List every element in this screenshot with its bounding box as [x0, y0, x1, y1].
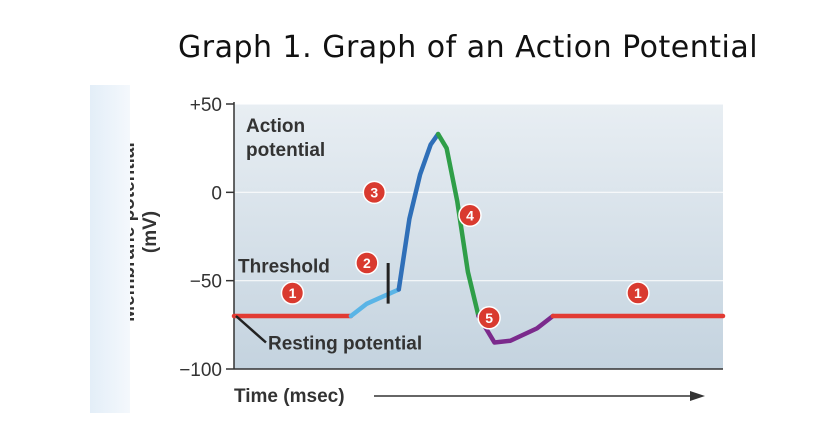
y-tick-label: +50: [190, 95, 222, 116]
phase-badge: [458, 203, 482, 228]
annotations: Action potential Threshold Resting potentia…: [235, 116, 422, 355]
phase-badge-number: 1: [634, 285, 642, 301]
plot-background: [234, 104, 723, 369]
data-lines: [231, 131, 726, 345]
threshold-label: Threshold: [238, 257, 330, 278]
x-axis-label: Time (msec): [234, 386, 345, 407]
phase-badge: [362, 180, 387, 205]
axes: [233, 102, 723, 370]
phase-badge: [355, 251, 379, 275]
y-tick-label: 0: [211, 183, 222, 204]
phase-2-line: [348, 287, 402, 319]
resting-potential-label: Resting potential: [268, 334, 422, 355]
left-decoration: [90, 85, 130, 413]
y-ticks: +50 0 −50 −100: [179, 95, 234, 381]
y-tick-label: −100: [179, 360, 222, 381]
action-potential-label: potential: [246, 140, 325, 161]
phase-badge-number: 2: [363, 255, 371, 271]
phase-badge-number: 1: [289, 285, 297, 301]
phase-badge-number: 3: [370, 184, 378, 200]
phase-3-line: [396, 131, 441, 292]
resting-pointer: [235, 315, 267, 344]
y-tick-label: −50: [190, 272, 222, 293]
phase-badge: [280, 281, 305, 305]
phase-4-line: [435, 131, 481, 319]
phase-badge-number: 5: [485, 310, 493, 326]
x-axis: Time (msec): [234, 386, 705, 407]
x-axis-arrowhead: [690, 391, 705, 401]
action-potential-label: Action: [246, 116, 305, 137]
phase-badges: 1 2 3 4 5 1: [280, 180, 650, 330]
phase-badge: [477, 306, 501, 330]
phase-badge-number: 4: [466, 207, 474, 223]
figure-title: Graph 1. Graph of an Action Potential: [178, 30, 759, 65]
gridlines: [234, 103, 723, 282]
phase-5-line: [476, 313, 556, 345]
phase-badge: [626, 281, 650, 305]
